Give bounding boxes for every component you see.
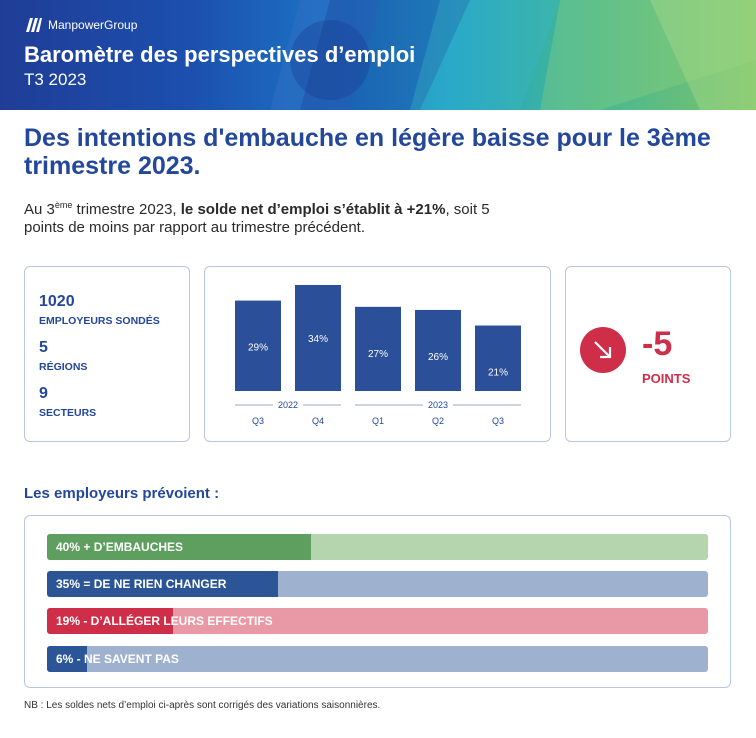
expectation-bar-unknown: 6% - NE SAVENT PAS bbox=[47, 646, 708, 672]
group-label-1: 2023 bbox=[428, 400, 448, 410]
report-title: Baromètre des perspectives d’emploi bbox=[24, 42, 416, 67]
expectation-label-unknown: 6% - NE SAVENT PAS bbox=[56, 652, 179, 666]
x-tick-label-1: Q4 bbox=[312, 416, 324, 426]
bar-3 bbox=[415, 309, 461, 391]
expectation-bar-reduce: 19% - D’ALLÉGER LEURS EFFECTIFS bbox=[47, 608, 708, 634]
intro-text-2: trimestre 2023, bbox=[72, 201, 181, 218]
expectation-label-no-change: 35% = DE NE RIEN CHANGER bbox=[56, 577, 227, 591]
stats-card: 1020 EMPLOYEURS SONDÉS 5 RÉGIONS 9 SECTE… bbox=[24, 266, 190, 442]
group-label-0: 2022 bbox=[278, 400, 298, 410]
x-tick-label-2: Q1 bbox=[372, 416, 384, 426]
x-tick-label-3: Q2 bbox=[432, 416, 444, 426]
x-tick-label-4: Q3 bbox=[492, 416, 504, 426]
expectation-label-hire: 40% + D’EMBAUCHES bbox=[56, 540, 184, 554]
bar-1 bbox=[295, 285, 341, 391]
manpowergroup-logo-icon bbox=[26, 18, 42, 32]
report-period: T3 2023 bbox=[24, 70, 87, 89]
logo: ManpowerGroup bbox=[24, 18, 137, 32]
brand-name: ManpowerGroup bbox=[48, 18, 138, 32]
arrow-down-right-icon bbox=[580, 327, 626, 373]
delta-value: -5 bbox=[642, 325, 673, 363]
expectation-bar-no-change: 35% = DE NE RIEN CHANGER bbox=[47, 571, 708, 597]
expectation-fill-unknown bbox=[47, 646, 87, 672]
expectation-label-reduce: 19% - D’ALLÉGER LEURS EFFECTIFS bbox=[56, 614, 273, 628]
intro-text-3: , soit 5 points de moins par rapport au … bbox=[24, 201, 490, 236]
stat-employers-label: EMPLOYEURS SONDÉS bbox=[39, 315, 160, 327]
stat-regions-label: RÉGIONS bbox=[39, 361, 88, 373]
stat-regions-value: 5 bbox=[39, 339, 48, 356]
delta-card: -5 POINTS bbox=[565, 266, 731, 442]
intro-bold: le solde net d’emploi s’établit à +21% bbox=[180, 201, 446, 218]
expectation-fill-hire bbox=[47, 534, 312, 560]
intro-paragraph: Au 3ème trimestre 2023, le solde net d’e… bbox=[24, 196, 514, 237]
footnote: NB : Les soldes nets d’emploi ci-après s… bbox=[24, 700, 381, 711]
stat-sectors-label: SECTEURS bbox=[39, 407, 97, 419]
delta-label: POINTS bbox=[642, 371, 691, 386]
stat-employers-value: 1020 bbox=[39, 293, 75, 310]
banner-decoration bbox=[270, 0, 756, 110]
expectations-title: Les employeurs prévoient : bbox=[24, 485, 220, 502]
expectation-fill-no-change bbox=[47, 571, 279, 597]
x-tick-label-0: Q3 bbox=[252, 416, 264, 426]
bar-2 bbox=[355, 306, 401, 391]
bar-value-label-3: 26% bbox=[428, 352, 448, 363]
bar-0 bbox=[235, 300, 281, 391]
bar-4 bbox=[475, 325, 521, 391]
expectation-fill-reduce bbox=[47, 608, 173, 634]
intro-text-1: Au 3 bbox=[24, 201, 55, 218]
headline: Des intentions d'embauche en légère bais… bbox=[24, 124, 711, 180]
chart-card: 29% Q3 34% Q4 27% Q1 26% Q2 21% Q3 2022 2023 bbox=[204, 266, 551, 442]
intro-superscript: ème bbox=[54, 200, 73, 210]
expectations-card: 40% + D’EMBAUCHES 35% = DE NE RIEN CHANG… bbox=[24, 515, 731, 688]
stat-sectors-value: 9 bbox=[39, 385, 48, 402]
bar-value-label-0: 29% bbox=[248, 343, 268, 354]
expectation-bar-hire: 40% + D’EMBAUCHES bbox=[47, 534, 708, 560]
net-employment-bar-chart: 29% Q3 34% Q4 27% Q1 26% Q2 21% Q3 2022 2023 bbox=[235, 285, 521, 426]
bar-value-label-4: 21% bbox=[488, 368, 508, 379]
header-banner: ManpowerGroup Baromètre des perspectives… bbox=[0, 0, 756, 110]
bar-value-label-2: 27% bbox=[368, 349, 388, 360]
bar-value-label-1: 34% bbox=[308, 334, 328, 345]
